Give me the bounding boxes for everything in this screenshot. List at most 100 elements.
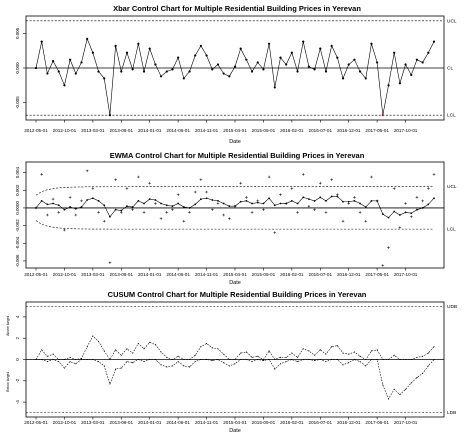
xbar-point [69,58,72,61]
cusum-above-point [314,354,316,356]
observation-plus-marker [262,208,265,211]
cusum-above-point [143,348,145,350]
observation-plus-marker [131,208,134,211]
cusum-above-point [52,353,54,355]
xbar-point [103,77,106,80]
xbar-point [57,70,60,73]
ewma-point [381,213,384,216]
cusum-above-point [245,351,247,353]
cusum-above-point [302,348,304,350]
ewma-point [86,199,89,201]
cusum-above-point [422,355,424,357]
cusum-below-point [376,358,378,361]
cusum-above-point [115,349,117,351]
cusum-below-point [257,358,259,361]
cusum-below-point [262,360,264,362]
ewma-point [97,199,100,202]
observation-plus-marker [245,196,248,199]
observation-plus-marker [336,193,339,196]
observation-plus-marker [427,187,430,190]
cusum-above-point [336,345,338,347]
observation-plus-marker [341,219,345,223]
observation-plus-marker [432,173,436,176]
x-tick-label: 2014-01-01 [138,272,162,277]
observation-plus-marker [318,181,322,185]
xbar-point [336,56,339,59]
x-tick-label: 2016-12-01 [337,128,361,133]
cusum-below-point [308,358,310,361]
cusum-above-point [149,341,151,344]
cusum-above-point [103,350,105,352]
xbar-point [370,42,373,45]
x-tick-label: 2013-03-01 [81,420,105,425]
y-tick-label: 0.000 [15,62,20,74]
xbar-point [415,58,419,61]
cusum-above-point [109,358,111,361]
cusum-below-point [393,388,395,390]
cusum-above-point [268,350,270,352]
x-tick-label: 2012-05-01 [24,272,48,277]
xbar-point [427,51,430,54]
cusum-above-point [171,358,174,361]
cusum-above-point [46,355,48,357]
ewma-point [364,206,367,208]
ewma-point [398,214,401,216]
xbar-point [313,68,316,71]
observation-plus-marker [137,175,140,179]
cusum-above-point [370,350,373,352]
ewma-point [131,206,134,208]
y-tick-label: -0.006 [15,254,20,267]
observation-plus-marker [125,187,129,190]
cusum-above-point [359,355,361,357]
observation-plus-marker [40,173,43,176]
cusum-below-point [92,358,94,361]
observation-plus-marker [159,217,163,220]
observation-plus-marker [273,231,277,234]
xbar-point [364,77,367,80]
cusum-below-point [206,358,208,361]
xbar-point [154,63,157,66]
y-tick-label: -4 [15,400,20,404]
xbar-point [148,47,151,50]
ewma-point [228,205,231,208]
x-tick-label: 2014-06-01 [166,272,190,277]
xbar-point [393,51,396,54]
cusum-below-point [245,358,247,361]
x-tick-label: 2014-11-01 [195,272,219,277]
ewma-point [342,200,344,203]
xbar-point [86,37,89,40]
xbar-point [188,70,191,73]
ewma-point [421,207,424,209]
ewma-point [296,202,299,205]
observation-plus-marker [256,199,260,203]
x-tick-label: 2015-04-01 [223,272,247,277]
xbar-point [250,70,254,73]
cusum-below-point [251,361,253,363]
ewma-point [74,207,77,210]
cusum-below-point [103,365,105,367]
xbar-point [137,42,140,45]
xbar-point [387,84,390,87]
x-tick-label: 2017-05-01 [365,272,389,277]
xbar-point [330,44,333,47]
cusum-above-point [120,354,122,356]
observation-plus-marker [210,208,214,211]
xbar-point [233,65,237,68]
observation-plus-marker [205,190,208,194]
cusum-below-point [399,394,401,396]
ewma-point [313,199,316,202]
cusum-above-point [279,356,282,358]
x-tick-label: 2014-06-01 [166,420,190,425]
cusum-below-point [279,363,282,365]
ewma-chart-title: EWMA Control Chart for Multiple Resident… [110,151,365,160]
cusum-above-point [92,335,94,337]
ewma-y-axis: -0.006 -0.004 -0.002 0.0000 0.002 0.004 [15,166,26,267]
cusum-below-point [291,358,293,361]
cusum-below-point [353,358,355,361]
x-tick-label: 2017-05-01 [365,420,389,425]
xbar-point [46,72,49,75]
x-tick-label: 2015-04-01 [223,420,247,425]
xbar-point [222,72,225,75]
xbar-point [268,42,271,45]
observation-plus-marker [279,193,282,196]
